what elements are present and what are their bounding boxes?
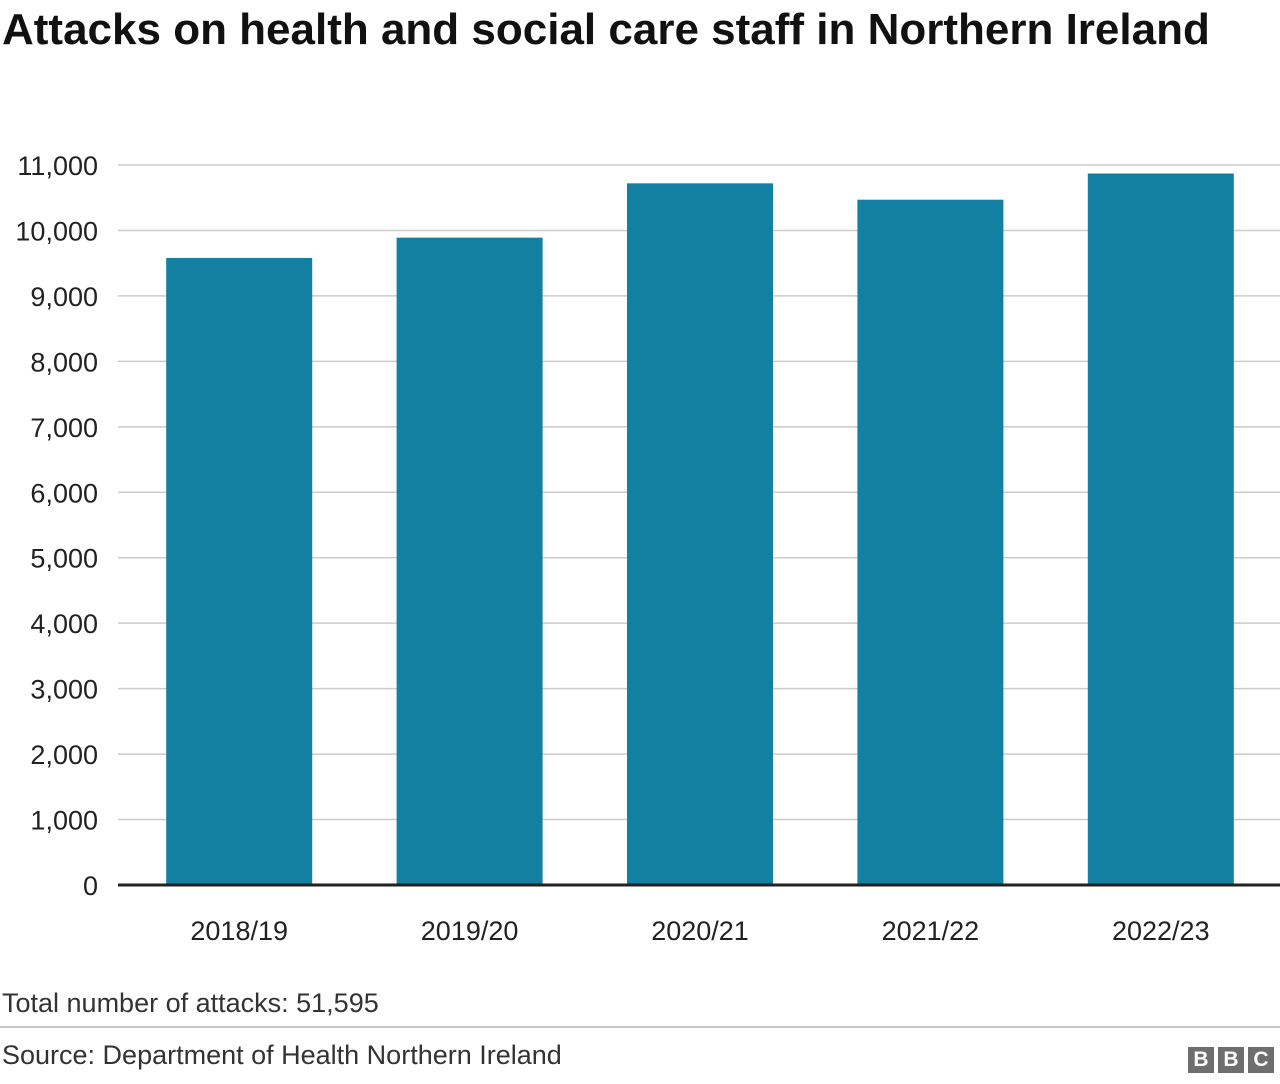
bars (166, 173, 1234, 886)
bar-chart: 0 1,000 2,000 3,000 4,000 5,000 6,000 7,000 8,00… (15, 151, 1280, 946)
bbc-logo: B B C (1188, 1047, 1274, 1073)
y-tick-label: 2,000 (30, 740, 98, 770)
bar-2021-22 (857, 199, 1004, 885)
x-category-label: 2020/21 (651, 916, 749, 946)
y-tick-label: 4,000 (30, 609, 98, 639)
y-tick-label: 3,000 (30, 675, 98, 705)
bar-2019-20 (396, 237, 543, 885)
bbc-logo-letter: B (1218, 1047, 1244, 1073)
y-tick-label: 7,000 (30, 413, 98, 443)
x-category-label: 2021/22 (882, 916, 980, 946)
y-tick-label: 11,000 (17, 151, 98, 181)
bbc-logo-letter: B (1188, 1047, 1214, 1073)
y-axis-tick-labels: 0 1,000 2,000 3,000 4,000 5,000 6,000 7,000 8,00… (15, 151, 98, 901)
x-category-label: 2018/19 (190, 916, 288, 946)
y-tick-label: 10,000 (15, 216, 98, 246)
x-axis-category-labels: 2018/19 2019/20 2020/21 2021/22 2022/23 (190, 916, 1209, 946)
bar-2018-19 (166, 257, 313, 886)
bbc-logo-letter: C (1248, 1047, 1274, 1073)
bar-2022-23 (1087, 173, 1234, 885)
y-tick-label: 5,000 (30, 544, 98, 574)
bar-2020-21 (627, 183, 773, 885)
y-tick-label: 1,000 (30, 806, 98, 836)
x-category-label: 2022/23 (1112, 916, 1210, 946)
y-tick-label: 6,000 (30, 478, 98, 508)
total-attacks-note: Total number of attacks: 51,595 (2, 988, 379, 1018)
y-tick-label: 0 (83, 871, 98, 901)
x-category-label: 2019/20 (421, 916, 519, 946)
chart-title: Attacks on health and social care staff … (2, 5, 1210, 54)
source-text: Source: Department of Health Northern Ir… (2, 1040, 562, 1070)
y-tick-label: 8,000 (30, 347, 98, 377)
y-tick-label: 9,000 (30, 282, 98, 312)
footer-divider (0, 1026, 1280, 1028)
